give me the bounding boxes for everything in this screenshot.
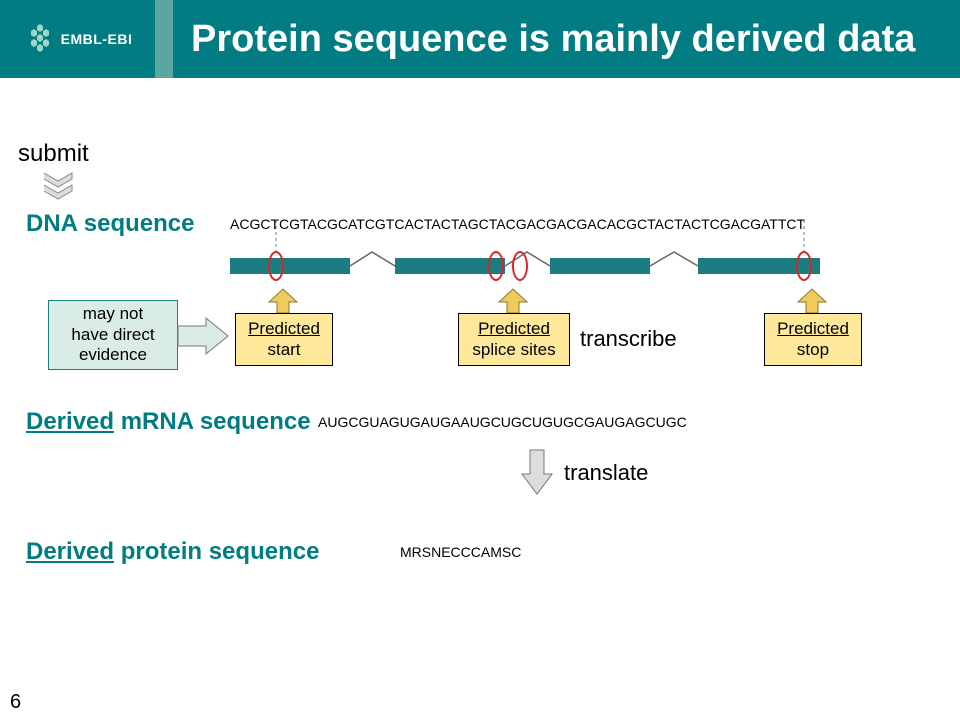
- protein-seq: MRSNECCCAMSC: [400, 544, 521, 560]
- translate-label: translate: [564, 460, 648, 486]
- pred-splice-bot: splice sites: [472, 339, 555, 360]
- pred-stop-bot: stop: [797, 339, 829, 360]
- arrow-down-icon: [520, 448, 554, 496]
- arrow-right-icon: [178, 316, 238, 356]
- exon-3: [550, 258, 650, 274]
- hex-logo-icon: [23, 22, 57, 56]
- transcribe-label: transcribe: [580, 326, 677, 352]
- slide-header: EMBL-EBI Protein sequence is mainly deri…: [0, 0, 960, 78]
- title-block: Protein sequence is mainly derived data: [173, 0, 960, 78]
- logo-text-right: EBI: [108, 31, 133, 47]
- evidence-l2: have direct: [71, 325, 154, 344]
- pred-stop-box: Predicted stop: [764, 313, 862, 366]
- pred-splice-box: Predicted splice sites: [458, 313, 570, 366]
- arrow-up-icon: [267, 288, 299, 314]
- mrna-rest: mRNA sequence: [114, 408, 311, 435]
- chevron-down-icon: [38, 171, 78, 211]
- mrna-seq: AUGCGUAGUGAUGAAUGCUGCUGUGCGAUGAGCUGC: [318, 414, 687, 430]
- slide-title: Protein sequence is mainly derived data: [191, 18, 915, 61]
- pred-start-top: Predicted: [248, 318, 320, 339]
- header-spacer: [155, 0, 173, 78]
- mrna-label: Derived mRNA sequence: [26, 408, 311, 436]
- exon-1: [230, 258, 350, 274]
- pred-start-bot: start: [267, 339, 300, 360]
- logo-block: EMBL-EBI: [0, 0, 155, 78]
- logo: EMBL-EBI: [23, 22, 133, 56]
- dna-label: DNA sequence: [26, 210, 195, 238]
- mrna-u: Derived: [26, 408, 114, 435]
- submit-label: submit: [18, 140, 89, 168]
- oval-splice-2: [512, 251, 528, 281]
- arrow-up-icon: [497, 288, 529, 314]
- pred-splice-top: Predicted: [478, 318, 550, 339]
- arrow-up-icon: [796, 288, 828, 314]
- pred-start-box: Predicted start: [235, 313, 333, 366]
- slide-content: submit DNA sequence ACGCTCGTACGCATCGTCAC…: [0, 78, 960, 720]
- evidence-l1: may not: [83, 304, 143, 323]
- slide-number: 6: [10, 691, 21, 714]
- pred-stop-top: Predicted: [777, 318, 849, 339]
- protein-u: Derived: [26, 538, 114, 565]
- protein-label: Derived protein sequence: [26, 538, 319, 566]
- evidence-l3: evidence: [79, 345, 147, 364]
- oval-stop: [796, 251, 812, 281]
- evidence-box: may not have direct evidence: [48, 300, 178, 370]
- oval-start: [268, 251, 284, 281]
- oval-splice-1: [488, 251, 504, 281]
- logo-text-left: EMBL: [61, 31, 103, 47]
- gene-track: [230, 248, 830, 284]
- protein-rest: protein sequence: [114, 538, 319, 565]
